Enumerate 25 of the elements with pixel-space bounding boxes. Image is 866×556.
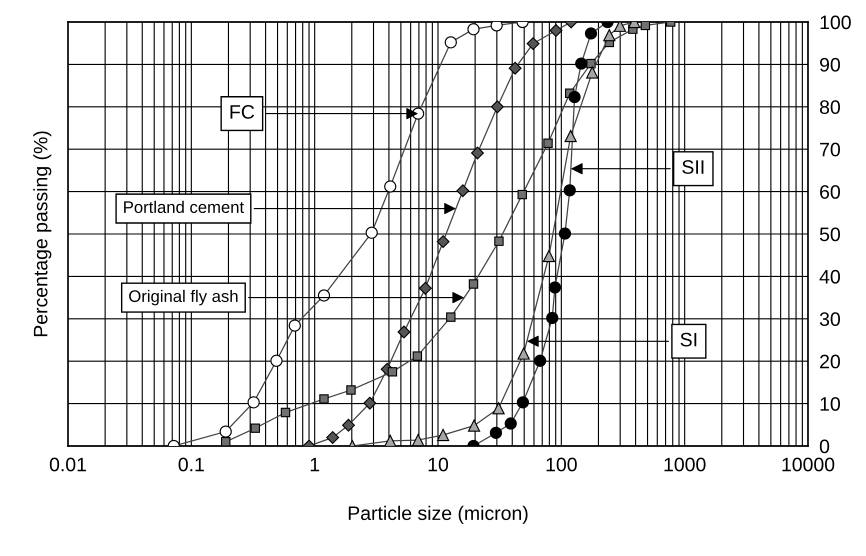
- y-tick-label: 80: [820, 100, 840, 114]
- annotation: Original fly ash: [129, 290, 238, 306]
- y-tick-label: 100: [820, 15, 851, 30]
- x-tick-label: 10: [428, 458, 448, 472]
- annotation: FC: [230, 105, 254, 119]
- x-tick-label: 1000: [664, 458, 706, 472]
- y-axis-title: Percentage passing (%): [33, 131, 52, 336]
- annotation: SII: [682, 160, 704, 174]
- y-tick-label: 30: [820, 312, 840, 326]
- y-tick-label: 20: [820, 354, 840, 368]
- x-tick-label: 1: [310, 458, 320, 472]
- annotation: SI: [680, 332, 696, 346]
- x-tick-label: 0.01: [50, 458, 86, 472]
- y-tick-label: 0: [820, 439, 830, 454]
- y-tick-label: 40: [820, 270, 840, 284]
- y-tick-label: 60: [820, 185, 840, 199]
- x-axis-title: Particle size (micron): [348, 506, 528, 524]
- annotation: Portland cement: [124, 200, 244, 214]
- y-tick-label: 50: [820, 227, 840, 242]
- x-tick-label: 100: [546, 458, 577, 472]
- y-tick-label: 90: [820, 58, 840, 72]
- y-tick-label: 70: [820, 142, 840, 156]
- y-tick-label: 10: [820, 397, 840, 411]
- x-tick-label: 10000: [782, 458, 834, 472]
- x-tick-label: 0.1: [178, 458, 204, 472]
